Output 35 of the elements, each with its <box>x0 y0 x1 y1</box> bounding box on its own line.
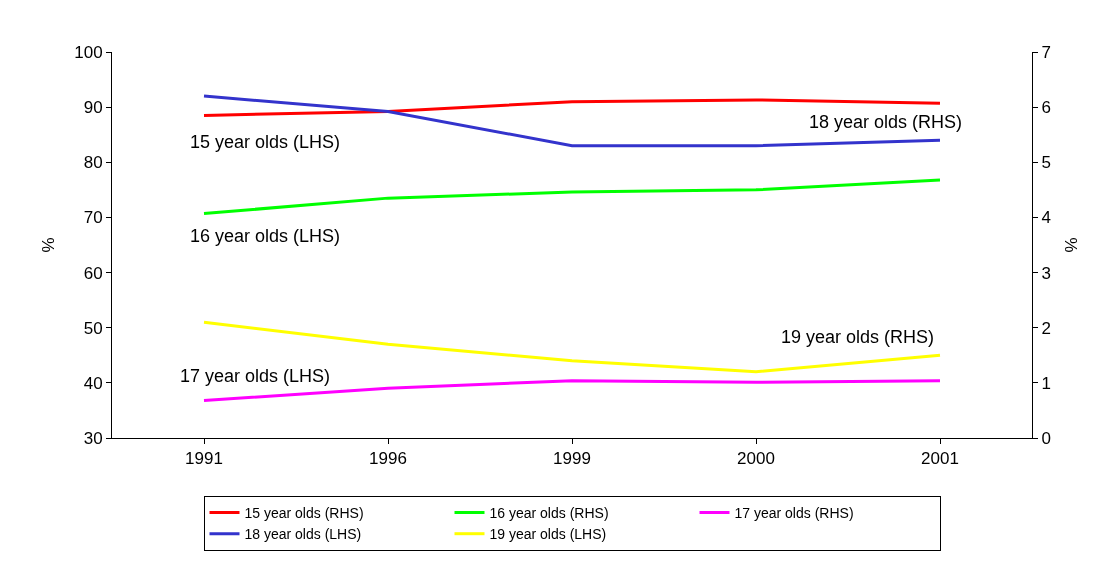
legend-label: 16 year olds (RHS) <box>489 504 609 521</box>
legend-label: 17 year olds (RHS) <box>734 504 854 521</box>
legend-label: 18 year olds (LHS) <box>244 526 362 543</box>
annotation: 16 year olds (LHS) <box>190 226 341 246</box>
y2-tick-label: 6 <box>1041 98 1051 118</box>
y-tick-label: 90 <box>83 98 103 118</box>
y-tick-label: 40 <box>83 373 103 393</box>
y2-tick-label: 5 <box>1041 153 1051 173</box>
y2-tick-label: 0 <box>1041 428 1051 448</box>
y-axis-title: % <box>38 237 58 253</box>
annotation: 15 year olds (LHS) <box>190 132 341 152</box>
x-tick-label: 1991 <box>185 449 223 469</box>
y-tick-label: 30 <box>83 428 103 448</box>
annotation: 18 year olds (RHS) <box>809 112 963 132</box>
y-tick-label: 60 <box>83 263 103 283</box>
y2-tick-label: 3 <box>1041 263 1051 283</box>
y2-tick-label: 2 <box>1041 318 1051 338</box>
y2-tick-label: 4 <box>1041 208 1051 228</box>
x-tick-label: 2001 <box>921 449 959 469</box>
y2-tick-label: 1 <box>1041 373 1051 393</box>
line-series <box>202 98 942 117</box>
line-series <box>202 178 942 216</box>
x-tick-label: 1996 <box>369 449 407 469</box>
legend-label: 15 year olds (RHS) <box>244 504 364 521</box>
annotation: 19 year olds (RHS) <box>781 327 935 347</box>
y-tick-label: 50 <box>83 318 103 338</box>
y-tick-label: 70 <box>83 208 103 228</box>
annotation: 17 year olds (LHS) <box>180 366 331 386</box>
x-tick-label: 1999 <box>553 449 591 469</box>
y2-tick-label: 7 <box>1041 42 1051 62</box>
y-tick-label: 80 <box>83 153 103 173</box>
y2-axis-title: % <box>1062 237 1082 253</box>
legend-label: 19 year olds (LHS) <box>489 526 607 543</box>
y-tick-label: 100 <box>74 42 103 62</box>
x-tick-label: 2000 <box>737 449 775 469</box>
